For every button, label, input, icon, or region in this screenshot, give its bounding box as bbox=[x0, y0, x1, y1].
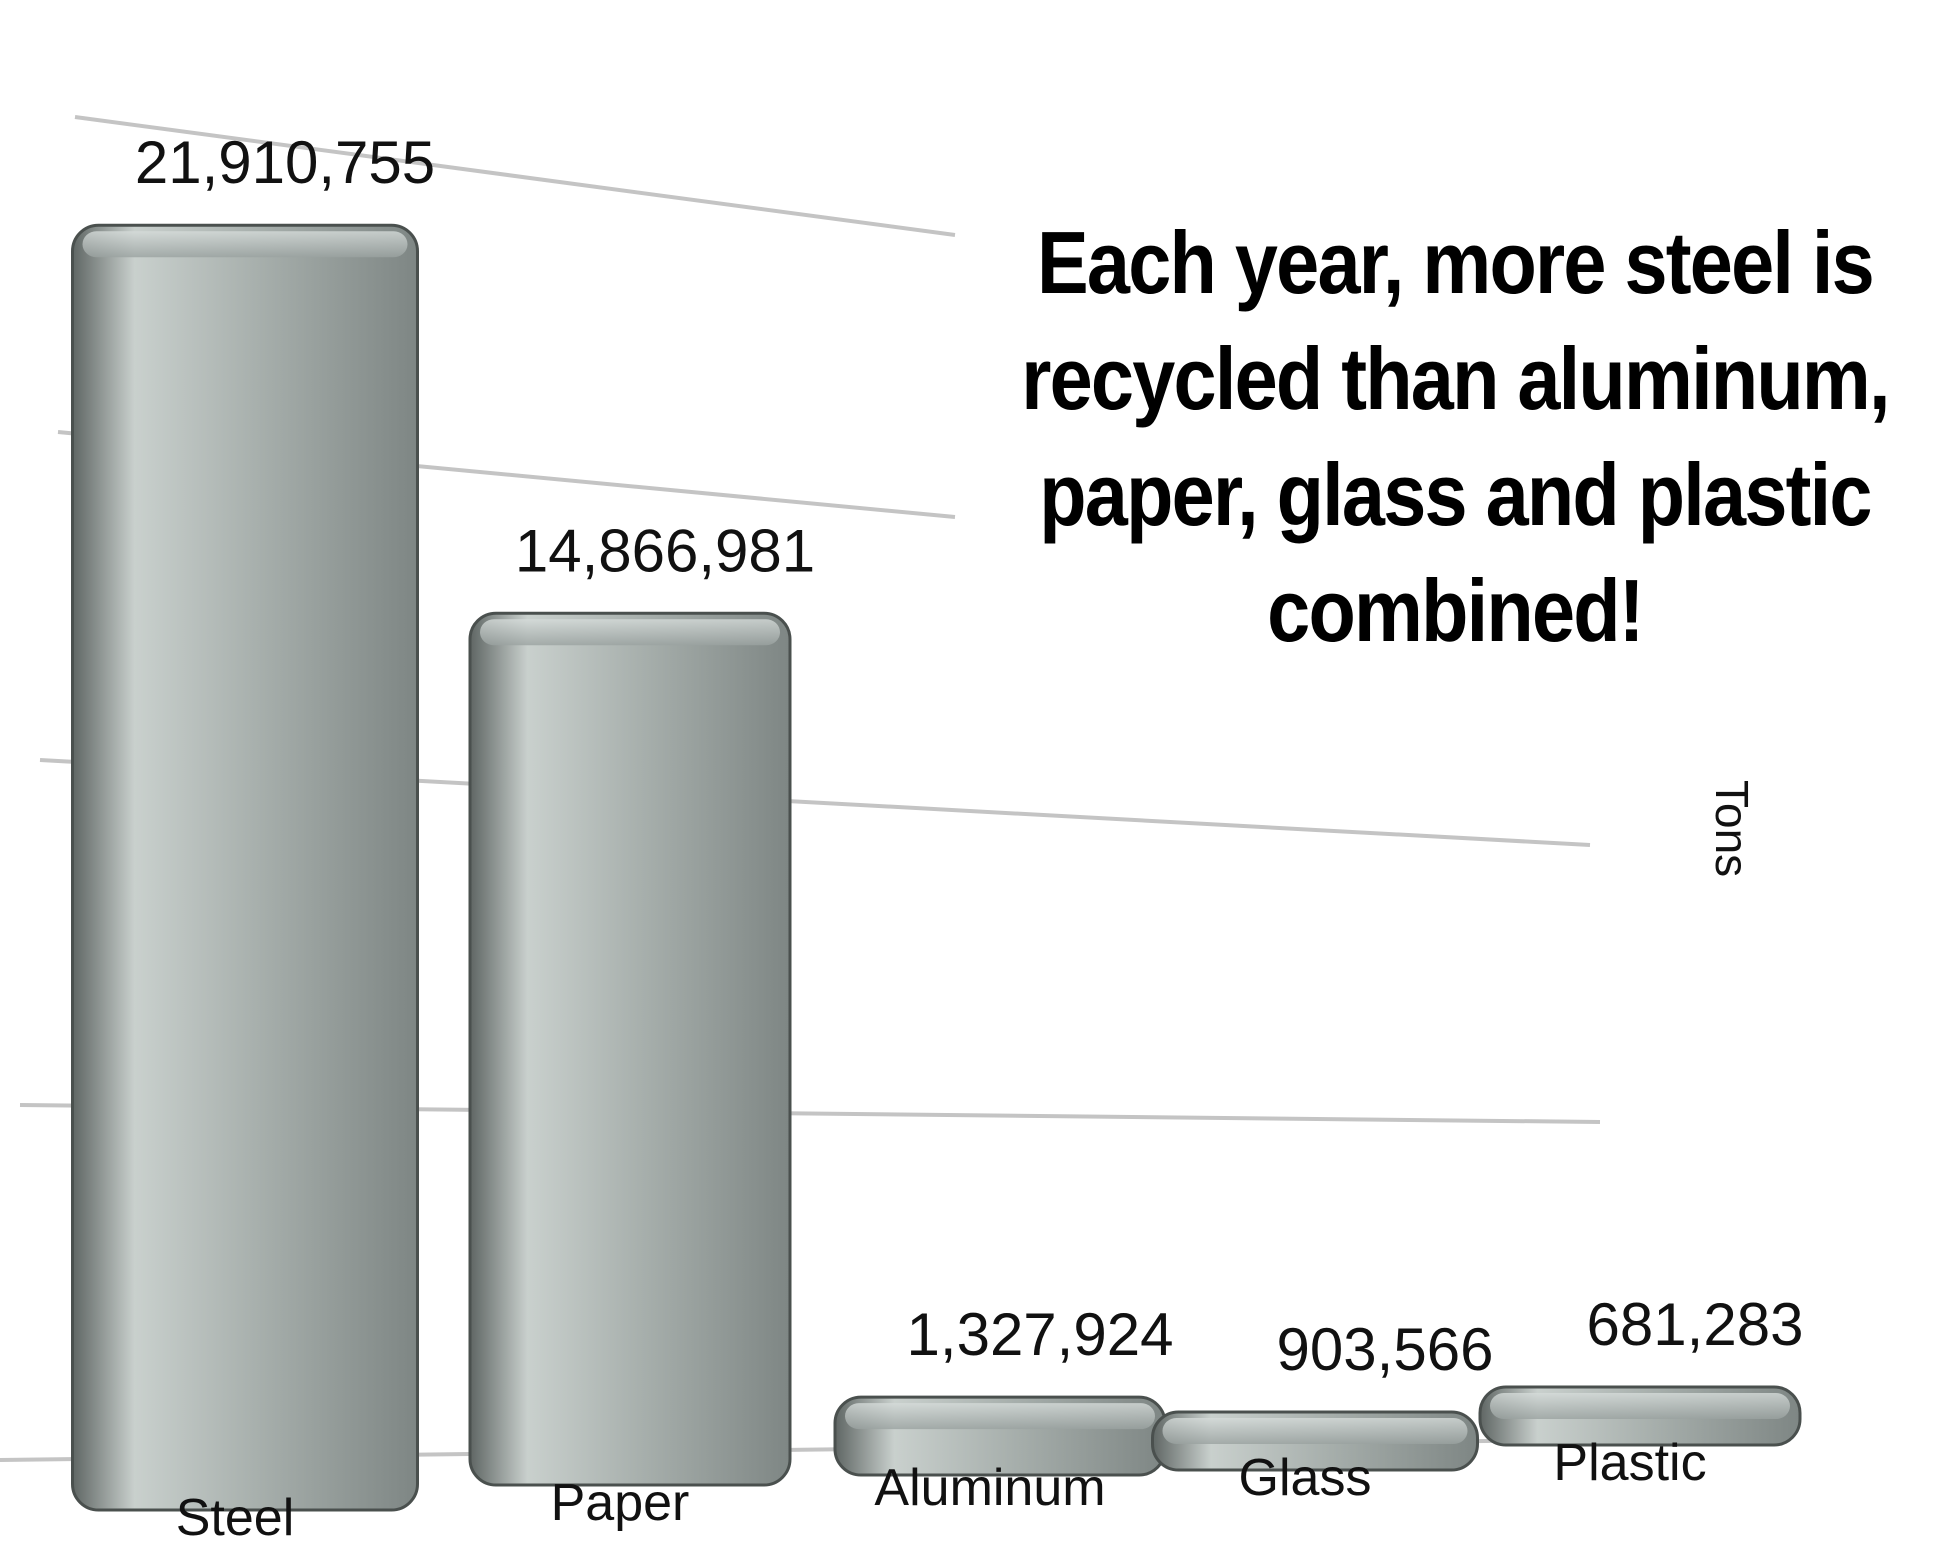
value-label-steel: 21,910,755 bbox=[135, 129, 435, 196]
bar-top-highlight bbox=[1490, 1393, 1790, 1419]
category-label-plastic: Plastic bbox=[1553, 1434, 1706, 1492]
y-axis-title: Tons bbox=[1706, 780, 1758, 877]
bar-top-highlight bbox=[1162, 1418, 1468, 1444]
bar-paper bbox=[468, 611, 792, 1487]
bar-steel bbox=[71, 223, 419, 1512]
category-label-aluminum: Aluminum bbox=[874, 1459, 1105, 1517]
bar-plastic bbox=[1478, 1385, 1802, 1447]
value-label-plastic: 681,283 bbox=[1587, 1291, 1804, 1358]
bar-glass bbox=[1151, 1410, 1479, 1472]
category-label-paper: Paper bbox=[551, 1474, 690, 1532]
bars bbox=[71, 223, 1802, 1512]
bar-top-highlight bbox=[480, 619, 780, 646]
category-labels: Steel Paper Aluminum Glass Plastic bbox=[176, 1434, 1707, 1547]
chart-title: Each year, more steel is recycled than a… bbox=[1021, 213, 1890, 660]
category-label-steel: Steel bbox=[176, 1489, 295, 1547]
value-label-aluminum: 1,327,924 bbox=[907, 1301, 1174, 1368]
bar-top-highlight bbox=[82, 231, 408, 258]
bar-body bbox=[71, 223, 419, 1512]
bar-top-highlight bbox=[845, 1403, 1155, 1430]
value-labels: 21,910,755 14,866,981 1,327,924 903,566 681,… bbox=[135, 129, 1804, 1383]
value-label-paper: 14,866,981 bbox=[515, 517, 815, 584]
value-label-glass: 903,566 bbox=[1277, 1316, 1494, 1383]
gridline bbox=[74, 115, 956, 237]
bar-body bbox=[468, 611, 792, 1487]
category-label-glass: Glass bbox=[1239, 1449, 1372, 1507]
